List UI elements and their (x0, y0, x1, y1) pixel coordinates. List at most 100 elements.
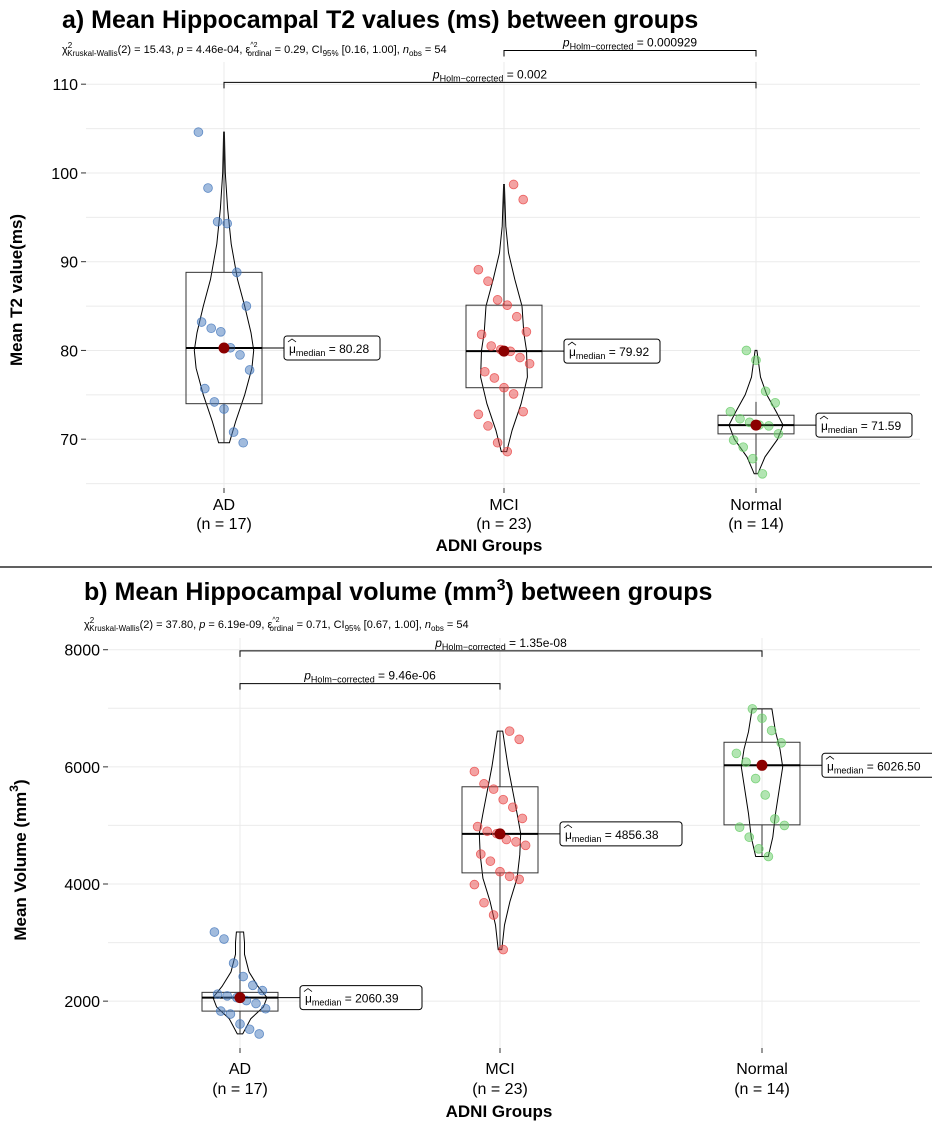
panel-b-xtick-label: MCI (485, 1061, 514, 1078)
panel-a-median-label: μmedian = 79.92 (569, 345, 649, 361)
panel-b-p-sym: p (198, 619, 205, 631)
panel-a-n: = 54 (422, 44, 447, 56)
panel-b-point-mci (498, 944, 509, 955)
panel-a-median-hat (567, 341, 577, 346)
panel-b-point-ad (254, 1029, 265, 1039)
panel-a-median-hat (819, 415, 829, 420)
panel-a-point-ad (193, 127, 204, 137)
panel-b-xtick-n: (n = 14) (734, 1081, 790, 1098)
panel-a-point-normal (760, 386, 771, 397)
panel-b-point-mci (488, 784, 499, 794)
panel-b-point-ad (238, 971, 249, 982)
panel-b-point-normal (763, 851, 774, 862)
panel-a-point-ad (235, 350, 245, 360)
panel-a-median-point (498, 345, 510, 357)
panel-a-comparison-label: pHolm−corrected = 0.002 (432, 67, 548, 83)
panel-a-chi: χ (62, 44, 68, 56)
panel-a-point-normal (741, 345, 752, 356)
panel-b-point-mci (520, 840, 531, 851)
panel-b-title-end: ) between groups (505, 578, 712, 606)
panel-b-point-normal (747, 704, 758, 714)
panel-b-point-ad (251, 998, 261, 1009)
panel-b-plot: 2000 4000 6000 8000 μmedian = 2060.39 μmedian… (64, 636, 932, 1048)
panel-b-eps-hat: ^2 (272, 617, 279, 624)
panel-a-point-ad (196, 317, 207, 327)
panel-a-point-mci (518, 194, 528, 205)
panel-a-median-label-box (815, 412, 913, 438)
panel-b-comparison-bracket (239, 650, 763, 657)
panel-a-comparison-bracket (503, 49, 757, 57)
panel-b-point-normal (753, 844, 764, 854)
panel-a-point-ad (200, 383, 210, 394)
panel-a-plot: 70 80 90 100 110 μmedian = 80.28 μmedian = 79.… (51, 35, 920, 488)
panel-a-xtick-label: AD (213, 497, 235, 514)
panel-b-point-normal (779, 820, 790, 831)
panel-b-point-mci (507, 802, 518, 813)
panel-a-chi-sup: 2 (68, 41, 73, 50)
panel-b-n-sub: obs (431, 624, 444, 633)
panel-b-ylabel: Mean Volume (mm3) (7, 779, 30, 940)
panel-a-xtick-n: (n = 17) (196, 516, 252, 533)
panel-b-point-mci (498, 794, 509, 805)
panel-b-point-normal (731, 748, 742, 759)
panel-a-eps-sub: ordinal (248, 49, 272, 58)
panel-a-xtick-label: MCI (489, 497, 518, 514)
panel-b-point-ad (209, 927, 220, 937)
panel-b-comparison-label: pHolm−corrected = 1.35e-08 (434, 636, 567, 652)
panel-b-point-normal (750, 773, 761, 784)
panel-a-p: = 4.46e-04, (183, 44, 245, 56)
panel-a-point-mci (473, 409, 484, 420)
panel-a-point-mci (489, 373, 500, 383)
panel-a-point-normal (770, 397, 780, 408)
panel-a-point-ad (241, 301, 252, 311)
panel-b-point-mci (472, 821, 483, 832)
panel-b-title-main: b) Mean Hippocampal volume (mm (84, 578, 497, 606)
panel-a-point-normal (757, 468, 768, 479)
panel-a-point-mci (518, 406, 528, 417)
panel-b-median-point (756, 759, 768, 771)
panel-a-point-mci (486, 341, 497, 351)
panel-a-point-mci (502, 446, 513, 457)
panel-a-stats: χ2 Kruskal-Wallis(2) = 15.43, p = 4.46e-0… (62, 41, 447, 58)
panel-b-title-sup: 3 (497, 577, 506, 594)
panel-b-median-hat (825, 755, 835, 760)
panel-b-point-mci (479, 779, 489, 789)
panel-a-point-normal (728, 435, 739, 445)
panel-a-point-normal (773, 429, 784, 439)
panel-b-point-mci (469, 879, 480, 890)
panel-a-eps-val: = 0.29, CI (272, 44, 323, 56)
panel-b-ci: [0.67, 1.00], (361, 619, 425, 631)
panel-b-comparison-bracket (239, 683, 501, 690)
panel-b-title: b) Mean Hippocampal volume (mm3) between… (84, 577, 712, 606)
panel-a-point-normal (747, 453, 758, 464)
panel-b-xtick-label: Normal (736, 1061, 788, 1078)
panel-a-point-mci (479, 366, 490, 377)
panel-b-point-normal (744, 832, 754, 842)
panel-a-ytick-label: 70 (60, 432, 78, 449)
panel-b-point-ad (248, 980, 258, 991)
panel-b-ylabel-main: Mean Volume (mm (11, 792, 30, 941)
panel-a-violin-ad (193, 131, 255, 444)
panel-a-point-ad (238, 437, 249, 448)
panel-b-xtick-n: (n = 23) (472, 1081, 528, 1098)
panel-a-ci: [0.16, 1.00], (339, 44, 403, 56)
panel-a-n-sym: n (403, 44, 409, 56)
panel-b-ylabel-sup: 3 (7, 785, 21, 792)
panel-b-df: (2) = 37.80, (140, 619, 200, 631)
panel-a-comparison-bracket (223, 81, 757, 89)
panel-b-point-ad (219, 934, 229, 944)
panel-b-ytick-label: 2000 (64, 994, 100, 1011)
panel-a-p-sym: p (176, 44, 183, 56)
panel-a-ytick-label: 100 (51, 166, 78, 183)
panel-b-point-mci (485, 856, 496, 866)
panel-a-median-label: μmedian = 71.59 (821, 419, 901, 435)
panel-a-point-mci (473, 264, 484, 275)
panel-b-point-mci (514, 734, 524, 745)
panel-a-test-sub: Kruskal-Wallis (67, 49, 117, 58)
panel-b-point-mci (517, 813, 528, 824)
panel-b-point-mci (504, 871, 515, 882)
panel-a-point-ad (219, 404, 229, 414)
panel-b-test-sub: Kruskal-Wallis (89, 624, 139, 633)
panel-a-median-hat (287, 338, 297, 343)
panel-a-comparison-label: pHolm−corrected = 0.000929 (562, 35, 698, 51)
